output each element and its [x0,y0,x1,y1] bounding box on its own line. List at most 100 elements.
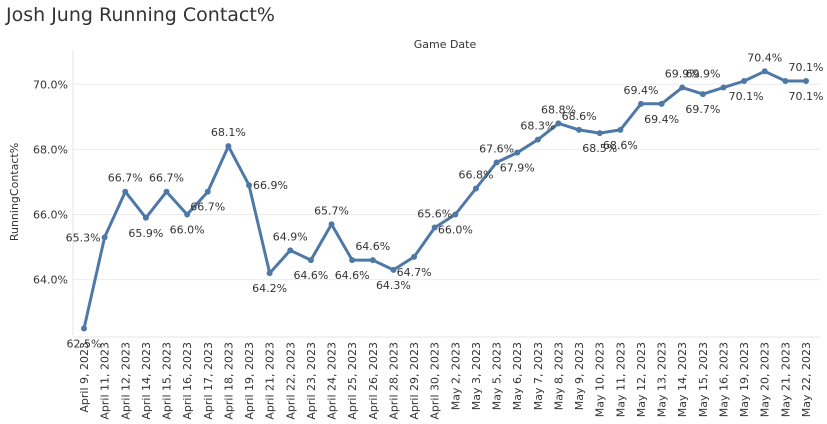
data-point [555,120,562,127]
x-tick-label: May 13, 2023 [656,342,669,417]
data-point [142,214,149,221]
data-point [225,143,232,150]
data-label: 68.3% [520,120,555,133]
data-point [514,149,521,156]
data-point [204,188,211,195]
x-tick-label: April 30, 2023 [429,342,442,420]
y-tick-label: 64.0% [33,274,68,287]
data-point [266,270,273,277]
data-label: 65.7% [314,204,349,217]
data-point [741,78,748,85]
data-point [101,234,108,241]
x-tick-label: May 14, 2023 [676,342,689,417]
data-label: 69.9% [686,68,721,81]
x-tick-label: May 15, 2023 [697,342,710,417]
column-header-label: Game Date [414,38,477,51]
x-tick-label: May 2, 2023 [449,342,462,410]
data-label: 66.7% [149,172,184,185]
data-label: 67.6% [479,142,514,155]
series-group [81,68,809,332]
data-label: 66.7% [108,172,143,185]
data-label: 70.1% [789,90,824,103]
data-label: 66.8% [458,168,493,181]
data-point [803,78,809,85]
data-label: 68.6% [562,110,597,123]
data-point [637,100,644,107]
data-label: 68.5% [582,142,617,155]
data-label: 67.9% [500,162,535,175]
y-tick-label: 70.0% [33,78,68,91]
data-label: 64.6% [335,269,370,282]
data-label: 68.8% [541,103,576,116]
x-tick-label: April 9, 2023 [78,342,91,413]
x-tick-label: May 9, 2023 [573,342,586,410]
data-point [184,211,191,218]
data-label: 69.9% [665,68,700,81]
series-line [82,69,808,330]
data-label: 69.4% [644,113,679,126]
x-tick-label: April 25, 2023 [346,342,359,420]
data-label: 68.6% [603,139,638,152]
data-point [699,91,706,98]
data-label: 70.4% [747,51,782,64]
data-point [431,224,438,231]
x-tick-label: April 29, 2023 [408,342,421,420]
grid-lines [73,83,820,281]
x-tick-label: April 24, 2023 [326,342,339,420]
data-label: 70.1% [789,61,824,74]
x-tick-label: April 15, 2023 [161,342,174,420]
data-label: 62.5% [67,337,102,350]
data-point [163,188,170,195]
data-point [617,126,624,133]
data-label: 66.0% [438,224,473,237]
data-point [576,126,583,133]
x-tick-label: April 11, 2023 [99,342,112,420]
data-label: 65.6% [417,208,452,221]
chart-title: Josh Jung Running Contact% [6,4,275,26]
x-tick-label: April 12, 2023 [119,342,132,420]
x-tick-label: April 26, 2023 [367,342,380,420]
x-tick-label: May 5, 2023 [491,342,504,410]
data-point [679,84,686,91]
x-tick-label: April 23, 2023 [305,342,318,420]
x-tick-label: May 6, 2023 [511,342,524,410]
x-tick-label: May 21, 2023 [779,342,792,417]
data-label: 66.9% [253,179,288,192]
y-axis: 64.0% 66.0% 68.0% 70.0% [33,50,74,335]
data-point [782,78,789,85]
data-point [287,247,294,254]
data-point [720,84,727,91]
data-point [534,136,541,143]
data-label: 68.1% [211,126,246,139]
x-tick-label: April 16, 2023 [181,342,194,420]
data-point [81,325,87,332]
data-point [411,253,418,260]
x-tick-label: May 20, 2023 [759,342,772,417]
data-point [761,68,768,75]
x-tick-label: April 18, 2023 [222,342,235,420]
x-tick-label: May 12, 2023 [635,342,648,417]
data-label: 70.1% [729,90,764,103]
x-tick-label: May 3, 2023 [470,342,483,410]
x-tick-label: April 17, 2023 [202,342,215,420]
data-label: 65.3% [66,231,101,244]
data-label: 69.4% [623,84,658,97]
x-tick-label: April 21, 2023 [264,342,277,420]
x-tick-label: April 14, 2023 [140,342,153,420]
x-axis: April 9, 2023 April 11, 2023 April 12, 202… [73,336,820,420]
y-axis-title: RunningContact% [8,143,21,241]
x-tick-label: May 10, 2023 [594,342,607,417]
data-point [452,211,459,218]
data-label: 64.7% [397,266,432,279]
data-point [658,100,665,107]
x-tick-label: April 28, 2023 [387,342,400,420]
data-label: 66.0% [170,224,205,237]
data-label: 64.9% [273,230,308,243]
data-point [472,185,479,192]
data-point [307,257,314,264]
data-label: 64.3% [376,279,411,292]
data-point [369,257,376,264]
x-tick-label: May 8, 2023 [552,342,565,410]
data-label: 64.6% [355,240,390,253]
